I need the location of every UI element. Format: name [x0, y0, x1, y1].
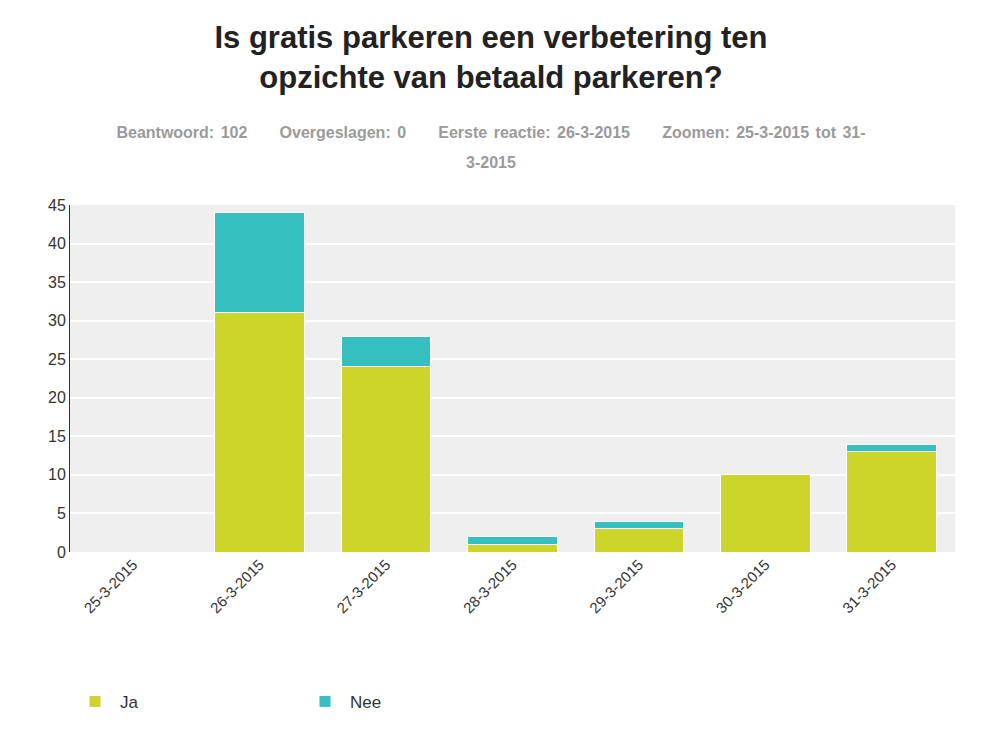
svg-text:5: 5 [57, 505, 66, 522]
html-text:Beantwoord: 102 Overgeslagen:: Beantwoord: 102 Overgeslagen: 0 Eerste r… [116, 124, 866, 171]
svg-text:15: 15 [48, 428, 66, 445]
svg-text:29-3-2015: 29-3-2015 [586, 556, 646, 616]
svg-text:0: 0 [57, 544, 66, 561]
svg-text:40: 40 [48, 235, 66, 252]
svg-text:20: 20 [48, 389, 66, 406]
svg-text:27-3-2015: 27-3-2015 [333, 556, 393, 616]
html-text:Is gratis parkeren een verbete: Is gratis parkeren een verbetering ten o… [214, 20, 768, 95]
svg-text:25: 25 [48, 351, 66, 368]
svg-text:10: 10 [48, 466, 66, 483]
svg-text:Ja: Ja [120, 693, 139, 712]
svg-text:26-3-2015: 26-3-2015 [207, 556, 267, 616]
svg-text:30: 30 [48, 312, 66, 329]
svg-text:31-3-2015: 31-3-2015 [839, 556, 899, 616]
svg-text:30-3-2015: 30-3-2015 [712, 556, 772, 616]
svg-text:Nee: Nee [350, 693, 381, 712]
svg-text:45: 45 [48, 197, 66, 214]
svg-text:35: 35 [48, 274, 66, 291]
svg-text:25-3-2015: 25-3-2015 [80, 556, 140, 616]
svg-text:28-3-2015: 28-3-2015 [460, 556, 520, 616]
